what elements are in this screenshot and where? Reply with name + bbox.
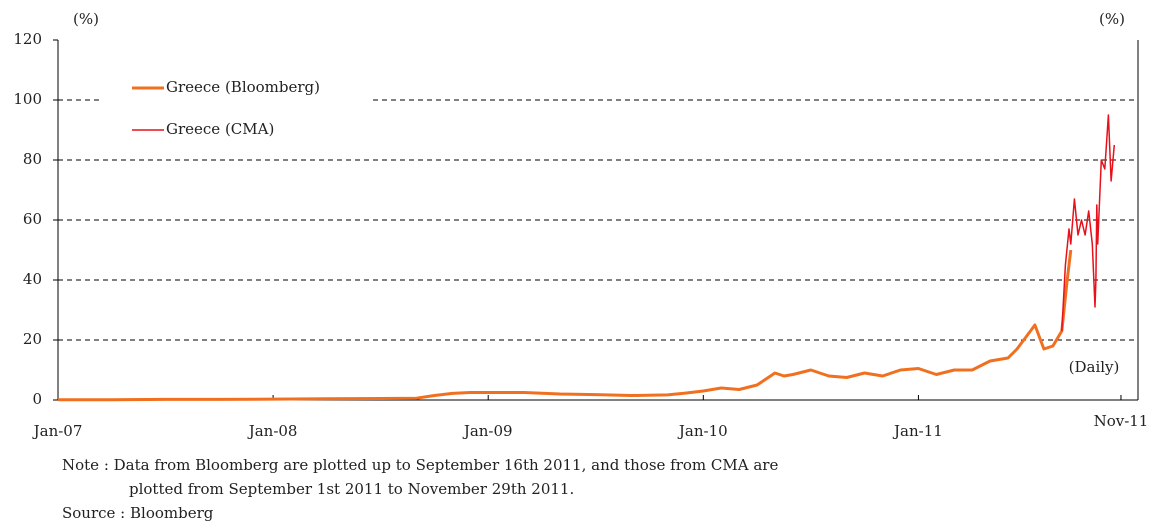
y-tick-label: 60 <box>23 210 42 228</box>
y-tick-label: 0 <box>32 390 42 408</box>
x-tick-label: Jan-09 <box>462 422 513 440</box>
y-axis-label: (%) <box>73 10 99 28</box>
y-tick-label: 40 <box>23 270 42 288</box>
x-tick-label: Nov-11 <box>1094 412 1149 430</box>
legend-box <box>102 68 370 152</box>
note: plotted from September 1st 2011 to Novem… <box>129 480 574 498</box>
legend-label: Greece (CMA) <box>166 120 274 138</box>
source: Source : Bloomberg <box>62 504 214 522</box>
y-tick-label: 20 <box>23 330 42 348</box>
x-tick-label: Jan-08 <box>247 422 298 440</box>
x-tick-label: Jan-11 <box>892 422 943 440</box>
y-tick-label: 100 <box>13 90 42 108</box>
x-tick-label: Jan-07 <box>32 422 83 440</box>
y-tick-label: 80 <box>23 150 42 168</box>
y2-axis-label: (%) <box>1099 10 1125 28</box>
x-tick-label: Jan-10 <box>677 422 728 440</box>
note: Note : Data from Bloomberg are plotted u… <box>62 456 778 474</box>
series-line <box>58 249 1073 402</box>
series-line <box>1061 114 1116 332</box>
annotation: (Daily) <box>1069 358 1120 376</box>
y-tick-label: 120 <box>13 30 42 48</box>
legend-label: Greece (Bloomberg) <box>166 78 320 96</box>
